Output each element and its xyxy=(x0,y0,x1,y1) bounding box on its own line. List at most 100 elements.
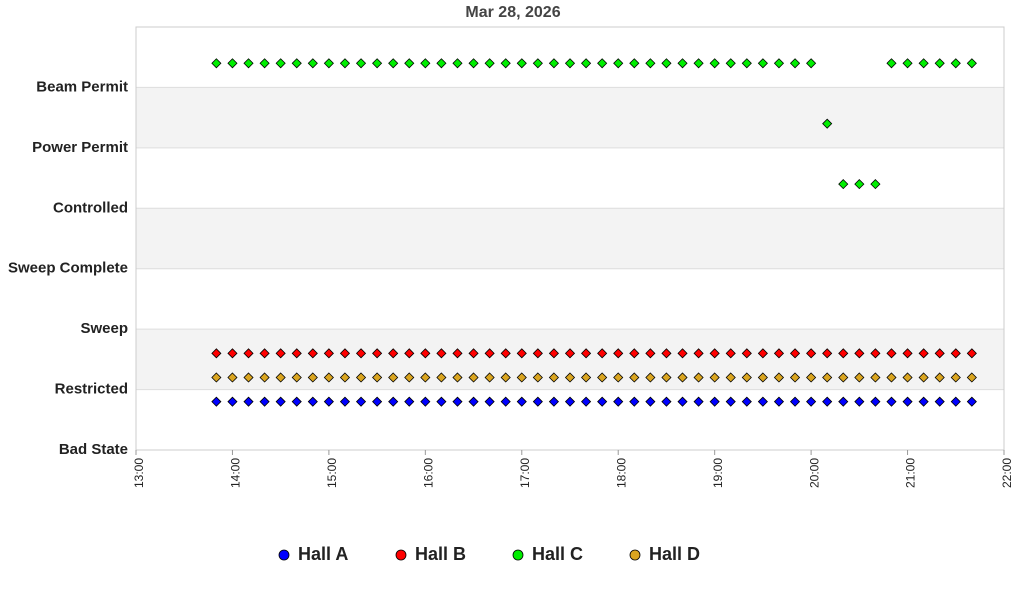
data-point xyxy=(677,372,688,383)
data-point xyxy=(243,348,254,359)
data-point xyxy=(757,396,768,407)
data-point xyxy=(902,348,913,359)
data-point xyxy=(934,396,945,407)
data-point xyxy=(323,348,334,359)
data-point xyxy=(516,396,527,407)
data-point xyxy=(822,372,833,383)
legend-label: Hall A xyxy=(298,544,348,564)
data-point xyxy=(725,58,736,69)
data-point xyxy=(806,396,817,407)
data-point xyxy=(452,58,463,69)
data-point xyxy=(372,58,383,69)
data-point xyxy=(484,372,495,383)
data-point xyxy=(870,179,881,190)
data-point xyxy=(597,348,608,359)
data-point xyxy=(420,372,431,383)
data-point xyxy=(355,372,367,383)
data-point xyxy=(532,348,543,359)
x-tick-label: 20:00 xyxy=(807,458,821,488)
data-point xyxy=(259,348,270,359)
data-point xyxy=(645,348,656,359)
y-tick-label: Restricted xyxy=(55,381,128,398)
data-point xyxy=(725,396,736,407)
data-point xyxy=(966,58,977,69)
data-point xyxy=(436,348,447,359)
data-point xyxy=(243,396,254,407)
data-point xyxy=(372,348,383,359)
data-point xyxy=(211,58,222,69)
data-point xyxy=(532,58,543,69)
data-point xyxy=(516,372,527,383)
data-point xyxy=(934,372,945,383)
data-point xyxy=(581,348,592,359)
data-point xyxy=(372,396,383,407)
data-point xyxy=(532,372,543,383)
data-point xyxy=(581,372,592,383)
data-point xyxy=(548,348,559,359)
data-point xyxy=(709,396,720,407)
data-point xyxy=(452,372,463,383)
x-tick-label: 22:00 xyxy=(1000,458,1014,488)
data-point xyxy=(564,58,576,69)
data-point xyxy=(645,58,656,69)
data-point xyxy=(629,396,640,407)
data-point xyxy=(564,348,576,359)
data-point xyxy=(564,396,576,407)
data-point xyxy=(323,396,334,407)
data-point xyxy=(806,372,817,383)
plot-border xyxy=(135,26,1005,451)
y-tick-label: Bad State xyxy=(59,441,128,458)
data-point xyxy=(789,348,801,359)
data-point xyxy=(613,58,624,69)
data-point xyxy=(822,348,833,359)
data-point xyxy=(388,372,399,383)
data-point xyxy=(854,179,865,190)
data-point xyxy=(789,372,801,383)
data-point xyxy=(677,58,688,69)
data-point xyxy=(516,348,527,359)
data-point xyxy=(838,396,849,407)
data-point xyxy=(966,372,977,383)
data-point xyxy=(838,348,849,359)
data-point xyxy=(436,396,447,407)
y-tick-label: Controlled xyxy=(53,199,128,216)
data-point xyxy=(693,372,704,383)
data-point xyxy=(773,372,785,383)
data-point xyxy=(661,348,672,359)
data-point xyxy=(548,396,559,407)
data-point xyxy=(355,348,367,359)
data-point xyxy=(870,396,881,407)
x-tick-label: 16:00 xyxy=(422,458,436,488)
data-point xyxy=(613,396,624,407)
data-point xyxy=(661,58,672,69)
legend-marker xyxy=(512,549,524,561)
data-point xyxy=(613,348,624,359)
x-tick-label: 14:00 xyxy=(229,458,243,488)
data-point xyxy=(404,372,415,383)
data-point xyxy=(918,396,929,407)
data-point xyxy=(950,396,961,407)
data-point xyxy=(789,58,801,69)
data-point xyxy=(854,396,865,407)
data-point xyxy=(323,372,334,383)
data-point xyxy=(484,396,495,407)
data-point xyxy=(677,348,688,359)
x-tick-label: 13:00 xyxy=(132,458,146,488)
data-point xyxy=(806,58,817,69)
data-point xyxy=(436,58,447,69)
data-point xyxy=(886,348,897,359)
data-point xyxy=(372,372,383,383)
data-point xyxy=(870,372,881,383)
data-point xyxy=(307,372,318,383)
data-point xyxy=(854,372,865,383)
data-point xyxy=(709,58,720,69)
data-point xyxy=(259,396,270,407)
data-point xyxy=(388,396,399,407)
x-tick-label: 19:00 xyxy=(711,458,725,488)
chart-title: Mar 28, 2026 xyxy=(465,4,560,21)
legend-label: Hall C xyxy=(532,544,583,564)
data-point xyxy=(806,348,817,359)
legend-label: Hall D xyxy=(649,544,700,564)
data-point xyxy=(725,372,736,383)
